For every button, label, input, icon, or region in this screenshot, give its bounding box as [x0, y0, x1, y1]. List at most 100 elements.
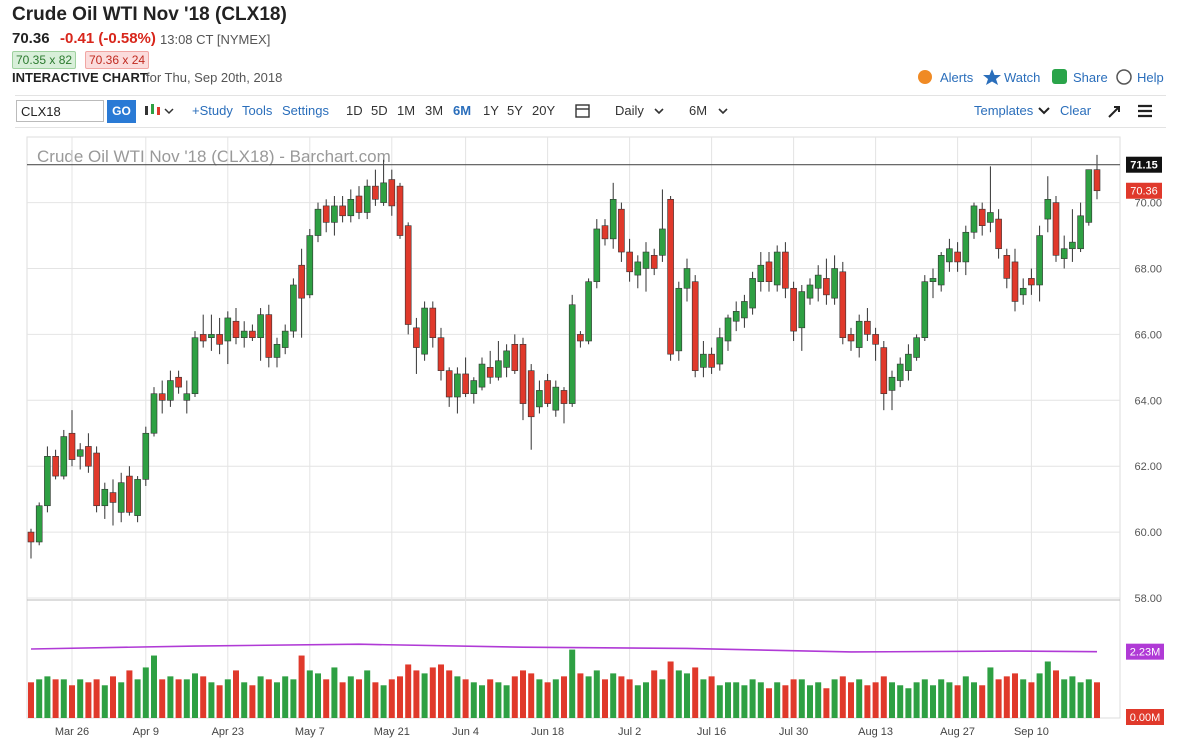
candle-body [445, 370, 453, 398]
candle-body [388, 179, 396, 207]
candle-body [568, 304, 576, 404]
range-button[interactable]: 1Y [483, 103, 499, 118]
volume-bar [585, 676, 592, 718]
candle-body [257, 314, 264, 338]
range-button[interactable]: 1D [346, 103, 363, 118]
candle-body [183, 393, 191, 401]
volume-bar [134, 679, 141, 718]
candle-body [552, 386, 560, 411]
volume-bar [790, 679, 797, 718]
volume-bar [405, 664, 412, 718]
volume-bar [593, 670, 600, 718]
candle-body [413, 327, 420, 348]
toolbar-icons[interactable] [1104, 101, 1164, 121]
calendar-icon[interactable] [574, 102, 592, 120]
volume-bar [28, 682, 34, 718]
candle-body [380, 182, 387, 203]
period-select[interactable]: 6M [689, 103, 708, 118]
candle-body [216, 334, 223, 345]
candle-body [175, 376, 182, 388]
candle-body [839, 271, 847, 338]
candle-body [486, 367, 494, 378]
y-tick-label: 68.00 [1134, 264, 1162, 276]
volume-bar [823, 688, 830, 718]
candle-body [675, 287, 683, 352]
volume-bar [241, 682, 248, 718]
candle-body [134, 479, 141, 516]
candle-body [847, 334, 855, 342]
candle-body [93, 452, 100, 507]
settings-button[interactable]: Settings [282, 103, 329, 118]
volume-bar [44, 676, 51, 718]
x-tick-label: Mar 26 [55, 726, 89, 738]
volume-bar [708, 676, 715, 718]
templates-button[interactable]: Templates [974, 103, 1034, 118]
volume-bar [274, 682, 280, 718]
volume-bar [782, 685, 789, 718]
watch-link[interactable]: Watch [1004, 70, 1041, 85]
volume-bar [618, 676, 625, 718]
volume-bar [159, 679, 166, 718]
candle-body [60, 436, 68, 477]
candle-body [782, 251, 789, 289]
candle-body [290, 284, 297, 332]
plot-frame [26, 136, 1121, 719]
volume-bar [503, 685, 510, 718]
help-link[interactable]: Help [1137, 70, 1164, 85]
candle-body [85, 446, 92, 467]
volume-bar [930, 685, 936, 718]
candle-body [240, 330, 248, 338]
volume-bar [110, 676, 116, 718]
candle-body [1003, 255, 1011, 279]
volume-bar [864, 685, 871, 718]
candle-body [265, 314, 273, 358]
study-button[interactable]: +Study [192, 103, 233, 118]
help-icon [1116, 69, 1132, 85]
volume-bar [684, 673, 690, 718]
last-price: 70.36 [12, 30, 50, 47]
go-button[interactable]: GO [107, 100, 136, 123]
templates-arrow [1038, 107, 1050, 115]
tools-button[interactable]: Tools [242, 103, 273, 118]
candle-body [1011, 261, 1019, 302]
candle-body [659, 228, 666, 256]
range-button[interactable]: 20Y [532, 103, 556, 118]
clear-button[interactable]: Clear [1060, 103, 1092, 118]
volume-bar [438, 664, 444, 718]
candle-body [331, 205, 338, 223]
range-button[interactable]: 3M [425, 103, 444, 118]
candle-body [429, 307, 437, 338]
volume-bar [1094, 682, 1100, 718]
symbol-input[interactable]: CLX18 [16, 100, 104, 122]
range-button-active[interactable]: 6M [453, 103, 472, 118]
x-tick-label: Jul 16 [697, 726, 726, 738]
last-price-label: 70.36 [1130, 186, 1158, 198]
x-tick-label: Aug 27 [940, 726, 975, 738]
candle-body [560, 390, 568, 404]
candle-body [511, 343, 519, 371]
candle-body [691, 281, 699, 371]
share-link[interactable]: Share [1073, 70, 1108, 85]
volume-bar [298, 655, 305, 718]
candle-body [954, 251, 961, 263]
alerts-link[interactable]: Alerts [940, 70, 974, 85]
candle-body [495, 360, 502, 378]
volume-bar [987, 667, 994, 718]
candle-body [191, 337, 199, 395]
candle-body [585, 281, 592, 342]
volume-bar [798, 679, 805, 718]
volume-bar [511, 676, 518, 718]
y-tick-label: 60.00 [1134, 527, 1162, 539]
candle-body [462, 373, 469, 395]
interval-select[interactable]: Daily [615, 103, 644, 118]
chart-type-icon[interactable] [140, 101, 180, 121]
candle-body [642, 251, 650, 269]
range-button[interactable]: 1M [397, 103, 416, 118]
x-tick-label: Jun 18 [531, 726, 564, 738]
volume-bar [716, 685, 723, 718]
range-button[interactable]: 5D [371, 103, 388, 118]
volume-bar [60, 679, 67, 718]
candle-body [363, 185, 371, 213]
range-button[interactable]: 5Y [507, 103, 523, 118]
